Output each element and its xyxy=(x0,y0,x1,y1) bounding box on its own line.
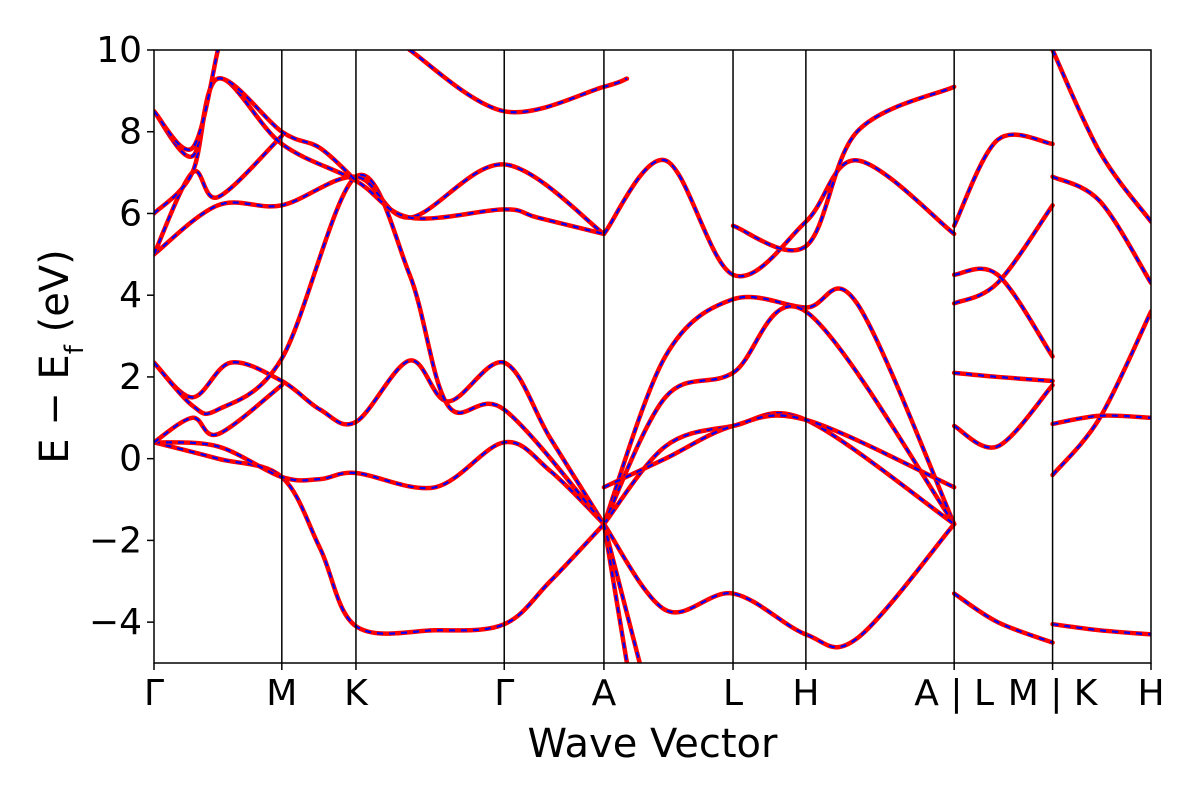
band-22-red xyxy=(951,266,1055,359)
x-tick-label-8: M | K xyxy=(1008,673,1099,714)
band-15-blue xyxy=(603,523,955,649)
band-14-blue xyxy=(603,414,955,489)
band-24-blue xyxy=(953,384,1054,449)
band-5-blue xyxy=(154,163,605,256)
x-tick-label-6: H xyxy=(792,673,819,714)
band-17-red xyxy=(730,84,957,253)
x-tick-label-0: Γ xyxy=(144,673,164,714)
band-20-blue xyxy=(953,133,1053,227)
band-29-blue xyxy=(1052,623,1151,636)
band-24-red xyxy=(951,382,1055,450)
band-7-blue xyxy=(154,77,605,235)
band-9-red xyxy=(154,50,221,152)
band-2-blue xyxy=(154,359,605,525)
y-tick-label-0: −4 xyxy=(89,602,142,643)
band-15-red xyxy=(601,521,957,650)
kpath-divider-layer xyxy=(281,50,1054,663)
y-axis-label: E − Ef (eV) xyxy=(32,249,90,464)
band-0-red xyxy=(154,440,607,636)
band-25-blue xyxy=(953,592,1053,644)
band-30-blue xyxy=(1051,50,1151,223)
y-tick-label-1: −2 xyxy=(89,520,142,561)
y-axis-label-main: E − E xyxy=(32,354,78,464)
band-9-blue xyxy=(154,50,219,151)
x-tick-label-5: L xyxy=(723,673,743,714)
band-1-blue xyxy=(154,441,605,525)
band-21-blue xyxy=(953,204,1054,305)
y-axis-label-unit: (eV) xyxy=(32,249,78,345)
band-13-blue xyxy=(603,412,955,525)
band-10-blue xyxy=(409,50,628,114)
band-19-blue xyxy=(602,523,641,663)
band-4-red xyxy=(154,382,285,445)
band-7-red xyxy=(154,76,607,237)
y-tick-label-5: 6 xyxy=(119,193,142,234)
x-tick-label-4: A xyxy=(592,673,617,714)
band-21-red xyxy=(951,203,1055,306)
x-ticks-layer: Γ M K Γ A L H A | L M | K H xyxy=(144,663,1165,714)
band-27-red xyxy=(1050,309,1151,478)
band-28-blue xyxy=(1052,414,1151,426)
band-3-red xyxy=(154,172,607,527)
x-tick-label-1: M xyxy=(266,673,297,714)
y-tick-label-4: 4 xyxy=(119,275,142,316)
y-tick-label-3: 2 xyxy=(119,357,142,398)
bands-layer xyxy=(154,50,1151,663)
band-26-red xyxy=(1050,174,1151,286)
band-27-blue xyxy=(1051,311,1151,476)
band-16-red xyxy=(601,157,957,279)
y-ticks-layer: −4 −2 0 2 4 6 8 10 xyxy=(89,30,154,643)
band-4-blue xyxy=(154,384,283,444)
y-tick-label-7: 10 xyxy=(96,30,142,71)
band-12-blue xyxy=(602,305,956,525)
x-tick-label-7: A | L xyxy=(914,673,994,714)
band-20-red xyxy=(951,132,1055,228)
x-tick-label-9: H xyxy=(1137,673,1164,714)
band-22-blue xyxy=(953,267,1054,358)
band-26-blue xyxy=(1052,175,1151,284)
band-1-red xyxy=(154,439,607,527)
x-tick-label-3: Γ xyxy=(494,673,514,714)
band-10-red xyxy=(407,50,630,115)
x-tick-label-2: K xyxy=(344,673,369,714)
band-6-blue xyxy=(154,135,283,255)
x-axis-label: Wave Vector xyxy=(528,721,779,767)
band-3-blue xyxy=(154,173,605,525)
band-16-blue xyxy=(603,159,955,278)
y-tick-label-6: 8 xyxy=(119,112,142,153)
plot-frame xyxy=(153,49,1152,664)
band-23-blue xyxy=(954,371,1053,383)
band-0-blue xyxy=(154,441,605,635)
band-25-red xyxy=(951,591,1055,645)
band-5-red xyxy=(154,162,607,257)
band-8-blue xyxy=(154,77,357,182)
band-11-blue xyxy=(602,287,956,525)
y-tick-label-2: 0 xyxy=(119,439,142,480)
y-axis-label-sub: f xyxy=(60,344,90,354)
band-17-blue xyxy=(732,85,955,252)
band-30-red xyxy=(1050,50,1151,224)
band-13-red xyxy=(601,410,957,527)
